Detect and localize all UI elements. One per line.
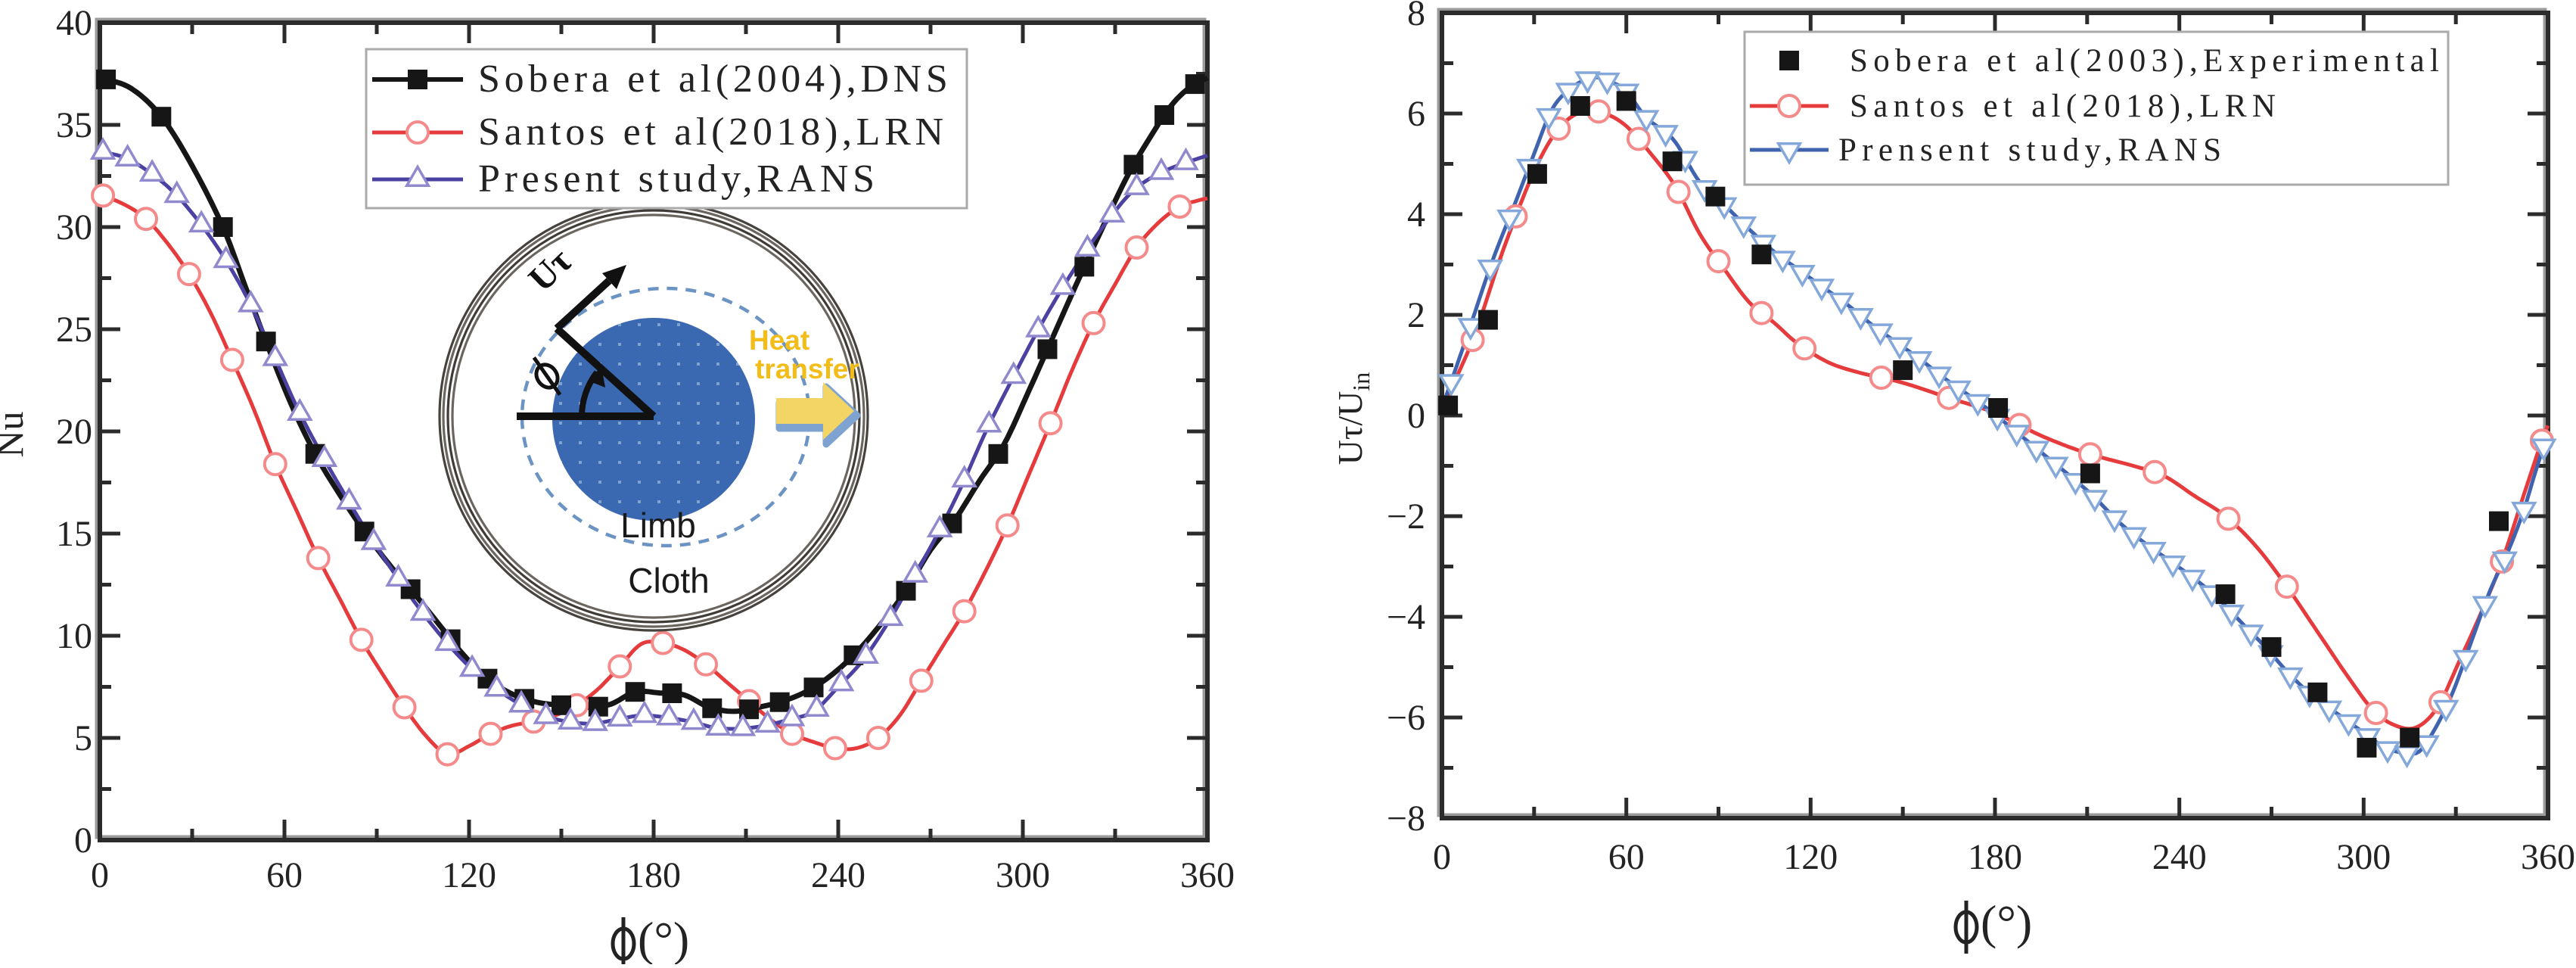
svg-text:0: 0 [1433, 837, 1451, 877]
svg-text:Prensent study,RANS: Prensent study,RANS [1838, 132, 2226, 168]
svg-text:2: 2 [1407, 295, 1425, 335]
svg-text:180: 180 [1968, 837, 2022, 877]
svg-text:4: 4 [1407, 195, 1425, 235]
svg-text:−6: −6 [1387, 698, 1425, 738]
svg-text:8: 8 [1407, 0, 1425, 33]
svg-text:25: 25 [56, 310, 92, 350]
svg-text:15: 15 [56, 514, 92, 554]
svg-text:Sobera et al(2004),DNS: Sobera et al(2004),DNS [478, 58, 952, 101]
svg-text:240: 240 [2152, 837, 2207, 877]
svg-text:Heat: Heat [749, 325, 809, 356]
svg-text:20: 20 [56, 412, 92, 452]
svg-text:(°): (°) [1981, 895, 2032, 949]
svg-text:60: 60 [266, 855, 303, 895]
svg-text:180: 180 [626, 855, 681, 895]
svg-text:300: 300 [996, 855, 1050, 895]
svg-text:−8: −8 [1387, 798, 1425, 839]
svg-text:0: 0 [91, 855, 109, 895]
svg-text:−2: −2 [1387, 496, 1425, 537]
svg-text:(°): (°) [638, 912, 689, 964]
svg-text:120: 120 [1783, 837, 1838, 877]
svg-text:120: 120 [442, 855, 496, 895]
svg-text:60: 60 [1608, 837, 1645, 877]
svg-text:240: 240 [811, 855, 865, 895]
svg-text:Cloth: Cloth [628, 561, 709, 600]
svg-text:Sobera et al(2003),Experimenta: Sobera et al(2003),Experimental [1850, 43, 2444, 79]
svg-text:0: 0 [74, 820, 92, 861]
svg-text:5: 5 [74, 718, 92, 758]
svg-text:30: 30 [56, 207, 92, 247]
svg-text:Santos et al(2018),LRN: Santos et al(2018),LRN [478, 110, 948, 154]
svg-text:−4: −4 [1387, 597, 1425, 637]
svg-text:Nu: Nu [0, 411, 31, 457]
svg-text:transfer: transfer [755, 353, 859, 384]
svg-text:10: 10 [56, 616, 92, 656]
svg-text:Present study,RANS: Present study,RANS [478, 157, 879, 201]
svg-text:35: 35 [56, 105, 92, 145]
svg-text:300: 300 [2336, 837, 2391, 877]
svg-text:6: 6 [1407, 94, 1425, 134]
svg-text:360: 360 [1180, 855, 1235, 895]
svg-text:Santos et al(2018),LRN: Santos et al(2018),LRN [1850, 89, 2281, 124]
svg-text:0: 0 [1407, 396, 1425, 436]
svg-text:40: 40 [56, 3, 92, 43]
svg-text:360: 360 [2521, 837, 2575, 877]
svg-text:Limb: Limb [620, 506, 696, 545]
